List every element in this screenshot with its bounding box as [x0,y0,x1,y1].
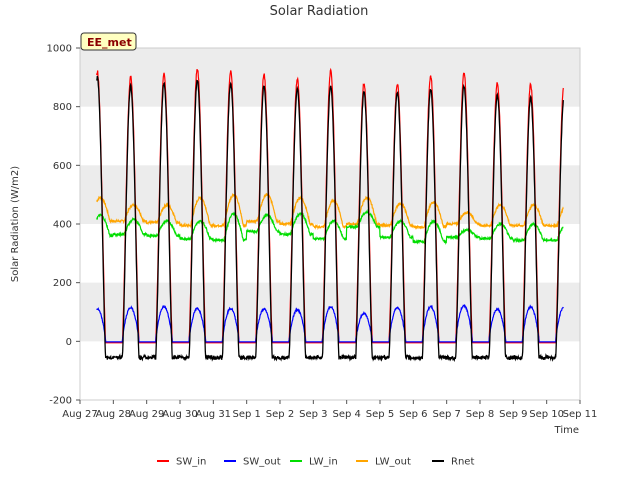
x-tick-label: Sep 10 [529,409,564,420]
legend: SW_in SW_out LW_in LW_out Rnet [157,457,474,468]
x-tick-label: Sep 6 [399,409,427,420]
x-tick-label: Sep 3 [299,409,327,420]
series-line-sw-out [96,304,564,344]
x-axis-title: Time [554,425,579,436]
series-line-rnet [96,75,564,363]
grid-band [80,282,580,342]
badge: EE_met [80,32,137,51]
series-line-lw-out [96,192,564,231]
x-tick-label: Aug 28 [96,409,131,420]
series-line-lw-in [96,208,564,246]
chart-title: Solar Radiation [270,4,369,19]
legend-label: LW_out [375,457,411,468]
y-tick-label: 0 [66,337,72,348]
x-tick-label: Sep 9 [499,409,527,420]
x-tick-label: Sep 2 [266,409,294,420]
x-tick-label: Sep 4 [332,409,360,420]
y-tick-label: 1000 [47,44,72,55]
legend-label: Rnet [451,457,474,468]
series-layer [96,67,564,363]
x-tick-label: Sep 11 [563,409,598,420]
x-tick-label: Sep 1 [232,409,260,420]
x-tick-label: Aug 30 [162,409,197,420]
badge-label: EE_met [87,36,132,49]
y-tick-label: -200 [49,396,72,407]
x-tick-label: Aug 29 [129,409,164,420]
legend-label: SW_in [176,457,206,468]
x-tick-label: Sep 8 [466,409,494,420]
y-tick-label: 400 [53,220,72,231]
x-tick-label: Sep 7 [432,409,460,420]
x-tick-label: Aug 31 [196,409,231,420]
y-axis-title: Solar Radiation (W/m2) [10,166,21,282]
legend-label: SW_out [243,457,281,468]
y-tick-label: 200 [53,278,72,289]
y-tick-label: 800 [53,102,72,113]
y-axis: -200 0 200 400 600 800 1000 [47,44,80,407]
grid-band [80,165,580,224]
x-tick-label: Sep 5 [366,409,394,420]
y-tick-label: 600 [53,161,72,172]
series-line-sw-in [96,67,564,344]
badge-box [80,32,137,51]
x-tick-label: Aug 27 [62,409,97,420]
legend-label: LW_in [309,457,338,468]
